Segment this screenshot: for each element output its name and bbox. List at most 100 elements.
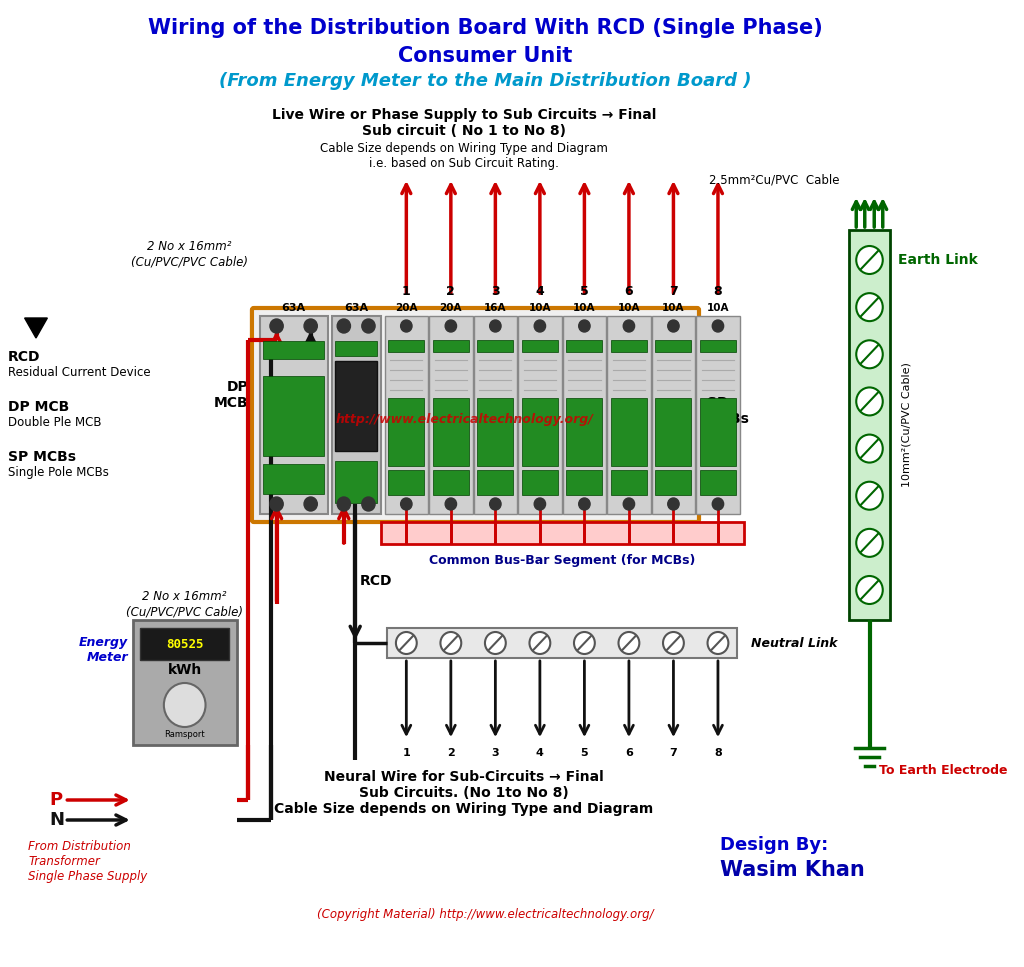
Circle shape [489, 498, 501, 510]
Text: kWh: kWh [168, 663, 202, 677]
Text: 5: 5 [580, 285, 589, 298]
Circle shape [270, 319, 284, 333]
Bar [335, 361, 377, 451]
Text: 4: 4 [536, 285, 545, 298]
Bar [388, 398, 424, 466]
Text: 10A: 10A [573, 303, 596, 313]
Bar [477, 340, 513, 352]
Text: Cable Size depends on Wiring Type and Diagram
i.e. based on Sub Circuit Rating.: Cable Size depends on Wiring Type and Di… [321, 142, 608, 170]
Bar [477, 398, 513, 466]
Bar [433, 340, 469, 352]
Text: 6: 6 [625, 285, 633, 298]
Text: 63A: 63A [282, 303, 306, 313]
Text: From Distribution
Transformer
Single Phase Supply: From Distribution Transformer Single Pha… [29, 840, 147, 883]
Circle shape [624, 320, 635, 332]
Text: Design By:: Design By: [720, 836, 828, 854]
Bar [381, 522, 743, 544]
Text: DP
MCB: DP MCB [214, 380, 248, 410]
Circle shape [856, 529, 883, 557]
Circle shape [856, 246, 883, 274]
Circle shape [856, 576, 883, 604]
Bar [700, 470, 736, 495]
Circle shape [361, 319, 375, 333]
Bar [611, 340, 647, 352]
Circle shape [618, 632, 639, 654]
Circle shape [337, 319, 350, 333]
Bar [263, 376, 324, 456]
Text: Live Wire or Phase Supply to Sub Circuits → Final
Sub circuit ( No 1 to No 8): Live Wire or Phase Supply to Sub Circuit… [272, 108, 656, 138]
Text: Residual Current Device: Residual Current Device [7, 366, 151, 379]
Text: 1: 1 [402, 748, 411, 758]
Text: 7: 7 [669, 285, 678, 298]
Text: Energy
Meter: Energy Meter [79, 636, 128, 664]
Circle shape [535, 320, 546, 332]
Circle shape [400, 320, 412, 332]
Text: 2: 2 [446, 285, 456, 298]
Circle shape [529, 632, 550, 654]
Text: SP
MCBs: SP MCBs [707, 396, 750, 425]
Polygon shape [25, 318, 47, 338]
Text: 2 No x 16mm²
(Cu/PVC/PVC Cable): 2 No x 16mm² (Cu/PVC/PVC Cable) [126, 590, 243, 618]
Circle shape [856, 482, 883, 510]
Text: 20A: 20A [395, 303, 418, 313]
Bar [263, 464, 324, 494]
FancyBboxPatch shape [252, 308, 699, 522]
Circle shape [708, 632, 728, 654]
Bar [332, 316, 381, 514]
Bar [518, 316, 562, 514]
Text: http://www.electricaltechnology.org/: http://www.electricaltechnology.org/ [335, 413, 593, 425]
Text: N: N [49, 811, 65, 829]
Circle shape [668, 498, 679, 510]
Text: DP MCB: DP MCB [7, 400, 69, 414]
Text: 63A: 63A [344, 303, 369, 313]
Bar [566, 398, 602, 466]
Text: Earth Link: Earth Link [898, 253, 978, 267]
Circle shape [856, 434, 883, 462]
Bar [140, 628, 229, 660]
Bar [562, 316, 606, 514]
Text: 2: 2 [447, 748, 455, 758]
Circle shape [856, 388, 883, 416]
Text: 2.5mm²Cu/PVC  Cable: 2.5mm²Cu/PVC Cable [709, 173, 840, 187]
Bar [385, 316, 428, 514]
Text: Wiring of the Distribution Board With RCD (Single Phase): Wiring of the Distribution Board With RC… [147, 18, 822, 38]
Circle shape [164, 683, 206, 727]
Bar [429, 316, 473, 514]
Bar [263, 341, 324, 359]
Circle shape [535, 498, 546, 510]
Bar [655, 398, 691, 466]
Text: 10A: 10A [528, 303, 551, 313]
Text: (Copyright Material) http://www.electricaltechnology.org/: (Copyright Material) http://www.electric… [316, 908, 653, 921]
Circle shape [668, 320, 679, 332]
Bar [387, 628, 737, 658]
Circle shape [574, 632, 595, 654]
Circle shape [856, 293, 883, 321]
Bar [700, 340, 736, 352]
Text: 10mm²(Cu/PVC Cable): 10mm²(Cu/PVC Cable) [902, 363, 911, 487]
Bar [655, 340, 691, 352]
Text: 3: 3 [492, 748, 499, 758]
Circle shape [713, 320, 724, 332]
Text: 6: 6 [625, 748, 633, 758]
Bar [607, 316, 650, 514]
Text: 1: 1 [402, 285, 411, 298]
Text: 7: 7 [670, 748, 677, 758]
Bar [433, 470, 469, 495]
Circle shape [856, 340, 883, 368]
Circle shape [445, 320, 457, 332]
Text: 10A: 10A [617, 303, 640, 313]
Circle shape [304, 319, 317, 333]
Text: 20A: 20A [439, 303, 462, 313]
Circle shape [579, 498, 590, 510]
Text: SP MCBs: SP MCBs [7, 450, 76, 464]
Bar [566, 340, 602, 352]
Text: 16A: 16A [484, 303, 507, 313]
Text: 3: 3 [492, 285, 500, 298]
Text: Consumer Unit: Consumer Unit [397, 46, 572, 66]
Circle shape [396, 632, 417, 654]
Bar [522, 398, 558, 466]
Text: RCD: RCD [359, 574, 392, 588]
Text: To Earth Electrode: To Earth Electrode [879, 764, 1008, 777]
Bar [259, 316, 328, 514]
Bar [433, 398, 469, 466]
